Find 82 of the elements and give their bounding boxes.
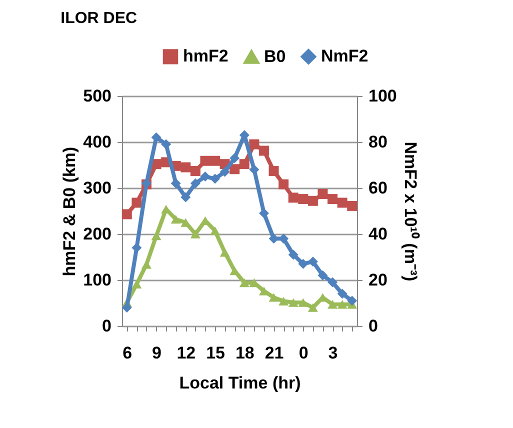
y-tick-label: 0	[102, 316, 112, 336]
point	[122, 209, 132, 220]
y-tick-label: 300	[83, 178, 112, 198]
point	[132, 280, 142, 288]
point	[239, 278, 250, 288]
point	[278, 179, 289, 190]
y-tick-label: 400	[83, 132, 112, 152]
point	[190, 230, 200, 238]
point	[239, 159, 250, 170]
point	[328, 194, 338, 204]
point	[328, 277, 338, 288]
y2-tick-label: 0	[368, 316, 378, 336]
point	[141, 260, 152, 269]
point	[200, 172, 210, 182]
point	[337, 288, 348, 299]
x-tick-label: 21	[264, 344, 284, 362]
point	[210, 174, 220, 184]
point	[318, 188, 328, 199]
point	[210, 226, 220, 236]
x-tick-label: 12	[176, 344, 196, 362]
y2-tick-label: 20	[368, 270, 388, 290]
point	[337, 300, 348, 309]
y-tick-label: 200	[83, 224, 112, 244]
chart-title: ILOR DEC	[60, 10, 138, 27]
point	[258, 208, 269, 218]
point	[308, 256, 318, 267]
point	[151, 132, 162, 142]
point	[249, 164, 260, 175]
point	[278, 234, 289, 244]
point	[180, 162, 191, 172]
point	[220, 248, 230, 257]
point	[288, 298, 298, 307]
point	[308, 303, 318, 312]
point	[220, 166, 230, 177]
point	[288, 250, 298, 260]
legend-label: NmF2	[321, 46, 368, 66]
y2-tick-label: 80	[368, 132, 388, 152]
y2-tick-label: 100	[368, 86, 397, 106]
point	[268, 166, 279, 176]
legend-label: B0	[264, 47, 286, 66]
point	[318, 270, 328, 280]
point	[347, 296, 358, 306]
point	[337, 198, 348, 208]
point	[230, 164, 240, 174]
x-tick-label: 0	[298, 344, 308, 362]
point	[210, 156, 220, 166]
point	[347, 200, 358, 211]
point	[230, 153, 240, 164]
point	[132, 242, 142, 253]
y2-axis-title: NmF2 x 10¹⁰ (m⁻³)	[400, 142, 420, 282]
legend-label: hmF2	[183, 46, 228, 66]
point	[170, 214, 181, 224]
y-tick-label: 500	[83, 86, 112, 106]
point	[249, 139, 260, 150]
point	[122, 302, 132, 313]
point	[170, 178, 181, 188]
point	[132, 198, 142, 208]
point	[288, 192, 298, 203]
point	[180, 192, 191, 202]
point	[190, 178, 200, 188]
point	[161, 139, 172, 150]
point	[308, 196, 318, 206]
point	[268, 293, 279, 302]
y-tick-label: 100	[83, 270, 112, 290]
point	[258, 146, 269, 156]
y-axis-title: hmF2 & B0 (km)	[60, 146, 80, 276]
point	[298, 194, 308, 204]
x-axis-title: Local Time (hr)	[179, 374, 301, 392]
y2-tick-label: 40	[368, 224, 388, 244]
x-tick-label: 3	[328, 344, 338, 362]
point	[190, 166, 200, 176]
point	[278, 296, 289, 306]
x-tick-label: 18	[235, 344, 254, 362]
point	[200, 156, 210, 166]
point	[328, 300, 338, 309]
x-tick-label: 9	[152, 344, 162, 362]
point	[298, 258, 308, 269]
x-tick-label: 6	[122, 344, 132, 362]
point	[151, 232, 162, 240]
point	[298, 298, 308, 307]
x-tick-label: 15	[206, 344, 225, 362]
y2-tick-label: 60	[368, 178, 388, 198]
